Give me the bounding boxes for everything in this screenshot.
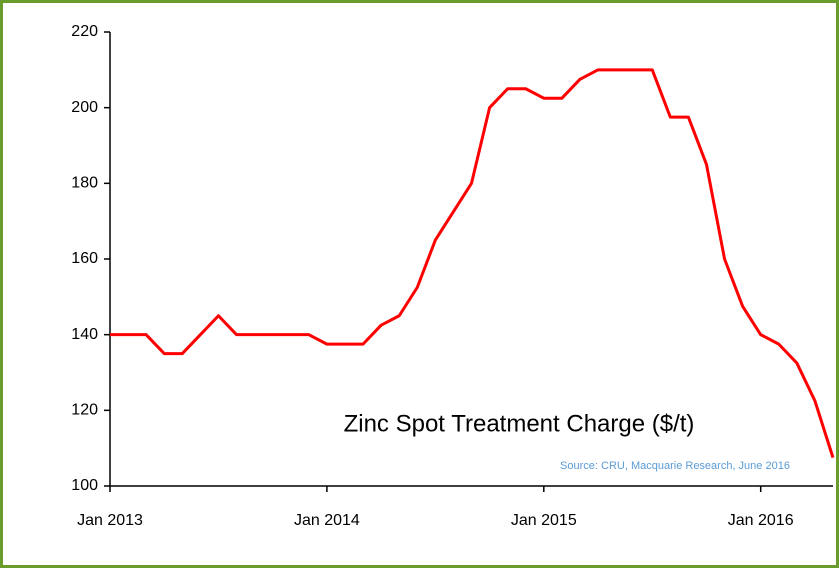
y-tick-label: 120 <box>71 402 98 419</box>
line <box>110 68 835 459</box>
chart: Zinc Spot Treatment Charge ($/t) Source:… <box>71 23 835 529</box>
x-tick-label: Jan 2016 <box>728 512 794 529</box>
chart-title: Zinc Spot Treatment Charge ($/t) <box>344 410 695 437</box>
y-tick-label: 140 <box>71 326 98 343</box>
y-tick-label: 180 <box>71 175 98 192</box>
y-tick-label: 220 <box>71 23 98 40</box>
x-tick-label: Jan 2014 <box>294 512 360 529</box>
x-tick-label: Jan 2013 <box>77 512 143 529</box>
x-tick-label: Jan 2015 <box>511 512 577 529</box>
y-tick-label: 160 <box>71 250 98 267</box>
source-note: Source: CRU, Macquarie Research, June 20… <box>560 460 790 472</box>
y-tick-label: 100 <box>71 477 98 494</box>
y-tick-label: 200 <box>71 99 98 116</box>
